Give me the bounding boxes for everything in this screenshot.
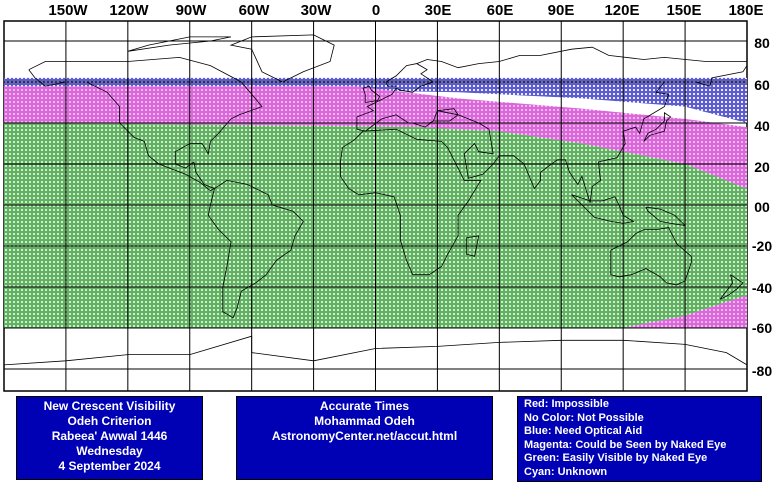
- legend-red: Red: Impossible: [524, 398, 609, 410]
- coast-australia: [610, 227, 692, 286]
- coastlines: [3, 34, 748, 366]
- info-weekday: Wednesday: [76, 444, 143, 458]
- coast-europe-north: [356, 63, 435, 118]
- lon-label-60e: 60E: [486, 2, 514, 19]
- lat-label-neg80: -80: [751, 363, 773, 379]
- coast-indonesia: [571, 194, 635, 224]
- coast-uk: [362, 85, 381, 103]
- coast-japan: [643, 112, 672, 142]
- legend-panel: Red: Impossible No Color: Not Possible B…: [517, 396, 762, 482]
- lat-label-40: 40: [754, 118, 770, 134]
- lat-label-60: 60: [754, 77, 770, 93]
- coast-new-zealand: [719, 274, 744, 300]
- coast-madagascar: [465, 235, 480, 257]
- zone-blue-eurasia: [354, 82, 747, 123]
- credit-author: Mohammad Odeh: [314, 414, 415, 428]
- coast-north-america: [28, 56, 263, 192]
- legend-cyan: Cyan: Unknown: [524, 465, 608, 478]
- lon-label-150w: 150W: [48, 2, 88, 19]
- lon-label-0: 0: [371, 2, 381, 19]
- coast-greenland: [229, 34, 335, 83]
- coast-antarctica: [3, 335, 748, 366]
- lat-label-neg60: -60: [751, 320, 773, 336]
- zone-magenta-south: [623, 295, 747, 328]
- coast-asia-arctic: [416, 46, 747, 69]
- coast-south-america: [207, 179, 304, 319]
- lon-label-30w: 30W: [300, 2, 332, 19]
- graticule: [4, 21, 747, 391]
- coast-new-guinea: [645, 206, 687, 227]
- credit-title: Accurate Times: [319, 399, 410, 413]
- info-criterion: Odeh Criterion: [67, 414, 152, 428]
- legend-green: Green: Easily Visible by Naked Eye: [524, 452, 708, 464]
- coast-europe: [356, 108, 459, 132]
- lon-label-150e: 150E: [666, 2, 702, 19]
- lon-label-120w: 120W: [109, 2, 149, 19]
- lon-label-30e: 30E: [424, 2, 452, 19]
- lat-label-00: 00: [754, 199, 770, 215]
- legend-magenta: Magenta: Could be Seen by Naked Eye: [524, 438, 727, 451]
- info-date: 4 September 2024: [58, 459, 161, 473]
- legend-blue: Blue: Need Optical Aid: [524, 425, 643, 437]
- lat-label-80: 80: [754, 35, 770, 51]
- credit-panel: Accurate Times Mohammad Odeh AstronomyCe…: [236, 396, 493, 480]
- lon-label-180e: 180E: [728, 2, 764, 19]
- info-hijri-month: Rabeea' Awwal 1446: [51, 429, 168, 443]
- legend-none: No Color: Not Possible: [524, 411, 644, 424]
- lat-label-20: 20: [754, 159, 770, 175]
- coast-asia: [437, 65, 748, 204]
- lon-label-90e: 90E: [547, 2, 575, 19]
- coast-africa: [339, 128, 482, 276]
- lon-label-60w: 60W: [238, 2, 270, 19]
- credit-url: AstronomyCenter.net/accut.html: [271, 429, 458, 443]
- lat-label-neg40: -40: [751, 280, 773, 296]
- lon-label-120e: 120E: [604, 2, 640, 19]
- coast-arctic-islands: [127, 36, 232, 52]
- info-title: New Crescent Visibility: [43, 399, 176, 413]
- info-panel: New Crescent Visibility Odeh Criterion R…: [16, 396, 203, 480]
- lat-label-neg20: -20: [751, 238, 773, 254]
- lon-label-90w: 90W: [175, 2, 207, 19]
